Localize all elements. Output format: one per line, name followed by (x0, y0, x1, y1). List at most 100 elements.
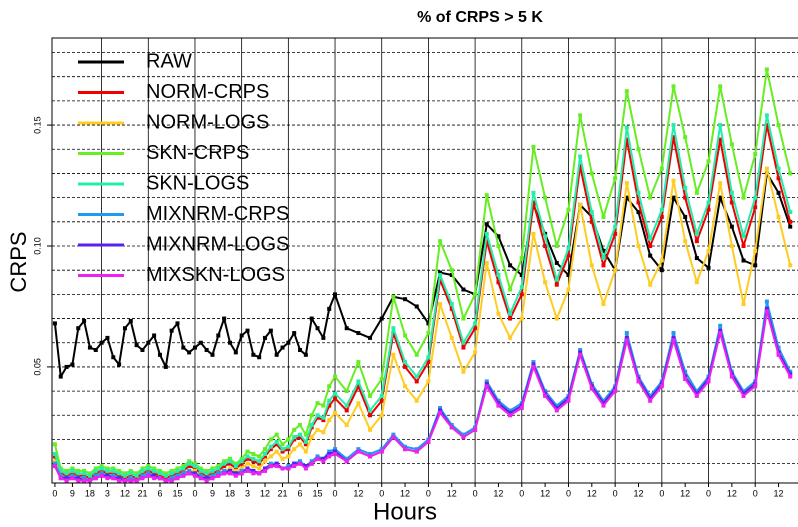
data-point (268, 437, 273, 442)
x-tick-label: 12 (633, 488, 643, 498)
data-point (157, 473, 162, 478)
data-point (624, 125, 629, 130)
data-point (292, 447, 297, 452)
data-point (134, 471, 139, 476)
data-point (578, 202, 583, 207)
data-point (268, 454, 273, 459)
data-point (648, 393, 653, 398)
data-point (589, 219, 594, 224)
data-point (239, 468, 244, 473)
data-point (356, 384, 361, 389)
data-point (303, 439, 308, 444)
data-point (309, 413, 314, 418)
data-point (58, 468, 63, 473)
data-point (473, 326, 478, 331)
data-point (64, 471, 69, 476)
data-point (566, 398, 571, 403)
data-point (788, 374, 793, 379)
data-point (64, 468, 69, 473)
data-point (776, 166, 781, 171)
data-point (671, 195, 676, 200)
data-point (175, 473, 180, 478)
data-point (449, 306, 454, 311)
data-point (391, 352, 396, 357)
data-point (414, 304, 419, 309)
data-point (210, 352, 215, 357)
data-point (245, 468, 250, 473)
data-point (257, 459, 262, 464)
data-point (298, 347, 303, 352)
data-point (718, 137, 723, 142)
legend-label: NORM-LOGS (146, 111, 269, 133)
data-point (519, 316, 524, 321)
data-point (233, 466, 238, 471)
data-point (181, 466, 186, 471)
data-point (543, 393, 548, 398)
data-point (204, 468, 209, 473)
data-point (356, 331, 361, 336)
x-tick-label: 0 (566, 488, 571, 498)
data-point (438, 406, 443, 411)
data-point (694, 231, 699, 236)
data-point (70, 362, 75, 367)
data-point (140, 476, 145, 481)
data-point (187, 468, 192, 473)
data-point (613, 176, 618, 181)
data-point (379, 398, 384, 403)
data-point (128, 478, 133, 483)
data-point (414, 379, 419, 384)
data-point (531, 200, 536, 205)
data-point (239, 466, 244, 471)
data-point (274, 442, 279, 447)
data-point (58, 473, 63, 478)
data-point (222, 459, 227, 464)
data-point (175, 466, 180, 471)
data-point (706, 248, 711, 253)
data-point (344, 456, 349, 461)
data-point (140, 347, 145, 352)
data-point (554, 260, 559, 265)
data-point (227, 459, 232, 464)
data-point (327, 384, 332, 389)
data-point (344, 408, 349, 413)
data-point (671, 135, 676, 140)
data-point (706, 159, 711, 164)
data-point (169, 471, 174, 476)
data-point (181, 345, 186, 350)
data-point (496, 280, 501, 285)
data-point (263, 447, 268, 452)
data-point (163, 476, 168, 481)
data-point (624, 331, 629, 336)
data-point (263, 335, 268, 340)
data-point (414, 398, 419, 403)
y-axis-label: CRPS (6, 231, 31, 292)
data-point (496, 243, 501, 248)
data-point (239, 456, 244, 461)
data-point (449, 268, 454, 273)
data-point (566, 273, 571, 278)
data-point (204, 347, 209, 352)
data-point (368, 408, 373, 413)
data-point (70, 468, 75, 473)
series-line (53, 68, 792, 475)
data-point (659, 384, 664, 389)
data-point (58, 476, 63, 481)
data-point (788, 171, 793, 176)
data-point (298, 422, 303, 427)
data-point (589, 386, 594, 391)
x-tick-label: 0 (333, 488, 338, 498)
data-point (117, 471, 122, 476)
data-point (157, 471, 162, 476)
data-point (280, 447, 285, 452)
data-point (729, 243, 734, 248)
data-point (438, 273, 443, 278)
data-point (52, 464, 57, 469)
data-point (315, 413, 320, 418)
data-point (146, 464, 151, 469)
data-point (624, 137, 629, 142)
data-point (648, 396, 653, 401)
data-point (764, 299, 769, 304)
data-point (303, 352, 308, 357)
data-point (414, 447, 419, 452)
